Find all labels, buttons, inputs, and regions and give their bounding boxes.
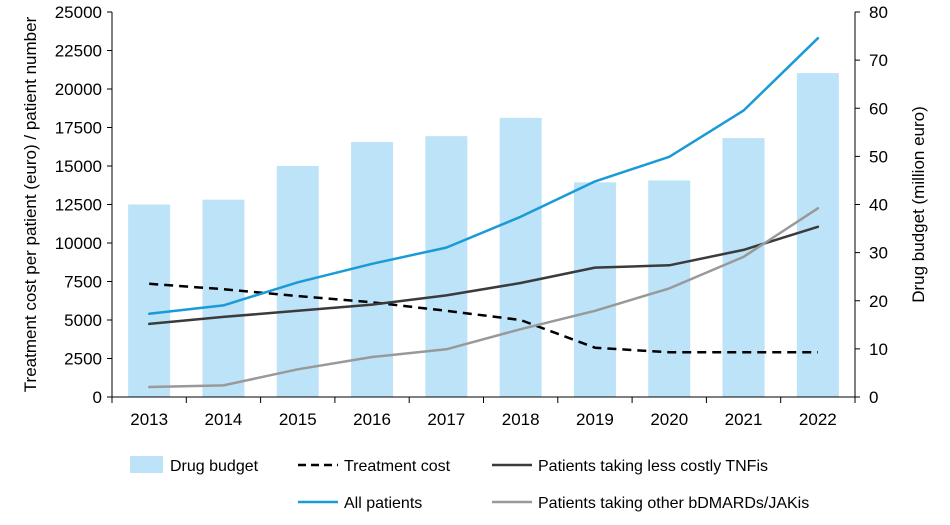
right-tick-label: 70 xyxy=(869,51,888,70)
left-tick-label: 12500 xyxy=(55,196,102,215)
right-tick-label: 0 xyxy=(869,388,878,407)
legend: Drug budget Treatment cost Patients taking… xyxy=(130,456,809,512)
x-tick-label: 2021 xyxy=(725,410,763,429)
left-tick-label: 5000 xyxy=(64,311,102,330)
legend-swatch-drug-budget xyxy=(130,456,163,473)
right-tick-label: 80 xyxy=(869,3,888,22)
series-line-1 xyxy=(147,225,820,326)
x-tick-label: 2017 xyxy=(427,410,465,429)
lines-layer xyxy=(147,36,820,389)
left-tick-label: 20000 xyxy=(55,80,102,99)
left-tick-label: 7500 xyxy=(64,273,102,292)
x-tick-label: 2022 xyxy=(799,410,837,429)
left-axis-title: Treatment cost per patient (euro) / pati… xyxy=(21,16,40,392)
bar-drug-budget-2021 xyxy=(722,138,765,397)
axes-layer: 0 2500 5000 7500 10000 12500 15000 17500 20000 22… xyxy=(21,3,928,429)
x-tick-label: 2015 xyxy=(279,410,317,429)
left-tick-label: 17500 xyxy=(55,119,102,138)
x-tick-label: 2013 xyxy=(130,410,168,429)
bar-drug-budget-2018 xyxy=(499,117,542,397)
legend-label-3: All patients xyxy=(344,495,422,512)
left-tick-label: 15000 xyxy=(55,157,102,176)
bar-drug-budget-2019 xyxy=(573,182,616,397)
right-tick-label: 20 xyxy=(869,292,888,311)
bar-drug-budget-2014 xyxy=(202,199,245,397)
right-tick-label: 10 xyxy=(869,340,888,359)
left-tick-label: 10000 xyxy=(55,234,102,253)
right-axis-title: Drug budget (million euro) xyxy=(909,106,928,303)
left-tick-label: 0 xyxy=(93,388,102,407)
x-tick-label: 2019 xyxy=(576,410,614,429)
legend-label-2: Patients taking less costly TNFis xyxy=(538,458,768,475)
series-line-2 xyxy=(147,36,820,316)
bar-drug-budget-2022 xyxy=(796,73,839,398)
left-tick-label: 25000 xyxy=(55,3,102,22)
series-line-3 xyxy=(147,207,820,389)
x-tick-label: 2016 xyxy=(353,410,391,429)
legend-label-0: Drug budget xyxy=(170,458,259,475)
bars-layer xyxy=(128,73,839,398)
x-tick-label: 2020 xyxy=(650,410,688,429)
series-line-0 xyxy=(149,282,818,354)
left-tick-label: 2500 xyxy=(64,350,102,369)
bar-drug-budget-2017 xyxy=(425,136,468,397)
right-tick-label: 30 xyxy=(869,244,888,263)
bar-drug-budget-2013 xyxy=(128,204,171,397)
x-tick-label: 2018 xyxy=(502,410,540,429)
right-tick-label: 40 xyxy=(869,196,888,215)
right-tick-label: 50 xyxy=(869,147,888,166)
legend-label-4: Patients taking other bDMARDs/JAKis xyxy=(538,495,809,512)
x-tick-label: 2014 xyxy=(205,410,243,429)
legend-label-1: Treatment cost xyxy=(344,458,451,475)
right-tick-label: 60 xyxy=(869,99,888,118)
left-tick-label: 22500 xyxy=(55,42,102,61)
